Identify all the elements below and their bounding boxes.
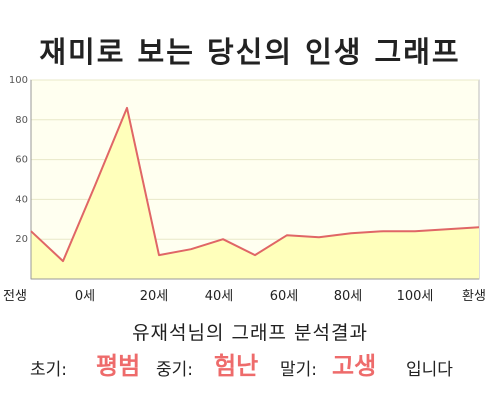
area-fill	[31, 107, 479, 280]
x-tick-label-2: 20세	[140, 289, 169, 304]
x-tick-label-0: 전생	[3, 289, 27, 304]
x-tick-label-7: 환생	[462, 289, 486, 304]
x-tick-label-4: 60세	[270, 289, 299, 304]
stage-late-value: 고생	[332, 352, 377, 380]
y-axis-ticks: 20 40 60 80 100	[9, 75, 28, 245]
x-tick-label-6: 100세	[397, 289, 434, 304]
x-axis-ticks: 전생 0세 20세 40세 60세 80세 100세 환생	[3, 289, 486, 304]
ending-text: 입니다	[406, 360, 453, 380]
stage-early-value: 평범	[96, 352, 141, 380]
x-tick-label-5: 80세	[334, 289, 363, 304]
y-tick-label-20: 20	[15, 234, 28, 245]
page-title: 재미로 보는 당신의 인생 그래프	[39, 35, 461, 69]
axes	[30, 80, 479, 280]
y-tick-label-60: 60	[15, 155, 28, 166]
stage-late-label: 말기:	[280, 360, 318, 380]
x-tick-label-3: 40세	[205, 289, 234, 304]
life-graph-chart: 20 40 60 80 100 전생 0세 20세 40세 60세 80세 100세 환생	[3, 75, 486, 304]
y-tick-label-40: 40	[15, 194, 28, 205]
stage-mid-label: 중기:	[156, 360, 194, 380]
y-tick-label-80: 80	[15, 115, 28, 126]
stage-early-label: 초기:	[30, 360, 68, 380]
x-tick-label-1: 0세	[75, 289, 95, 304]
y-tick-label-100: 100	[9, 75, 28, 86]
stages-line: 초기: 평범 중기: 험난 말기: 고생 입니다	[0, 346, 500, 382]
stage-mid-value: 험난	[214, 352, 259, 380]
series-line	[30, 106, 480, 263]
analysis-summary: 유재석님의 그래프 분석결과	[132, 322, 368, 344]
